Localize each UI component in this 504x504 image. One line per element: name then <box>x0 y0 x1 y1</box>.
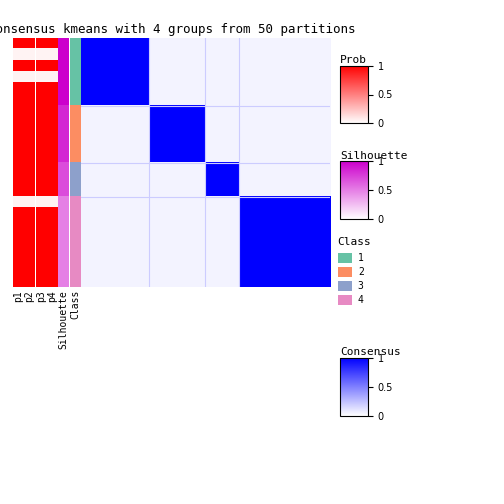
Text: 1: 1 <box>358 254 364 264</box>
FancyBboxPatch shape <box>338 267 352 277</box>
X-axis label: p2: p2 <box>25 290 35 302</box>
FancyBboxPatch shape <box>338 281 352 291</box>
Text: 3: 3 <box>358 281 364 291</box>
Text: consensus kmeans with 4 groups from 50 partitions: consensus kmeans with 4 groups from 50 p… <box>0 23 355 36</box>
Text: 2: 2 <box>358 267 364 277</box>
Text: Class: Class <box>338 237 371 246</box>
X-axis label: p1: p1 <box>13 290 23 302</box>
Text: Prob: Prob <box>340 55 367 65</box>
Text: 4: 4 <box>358 295 364 305</box>
FancyBboxPatch shape <box>338 295 352 305</box>
Text: Silhouette: Silhouette <box>340 151 408 160</box>
X-axis label: p3: p3 <box>36 290 46 302</box>
Text: Consensus: Consensus <box>340 347 401 357</box>
X-axis label: Class: Class <box>70 290 80 320</box>
FancyBboxPatch shape <box>338 254 352 263</box>
X-axis label: p4: p4 <box>47 290 57 302</box>
X-axis label: Silhouette: Silhouette <box>58 290 69 349</box>
